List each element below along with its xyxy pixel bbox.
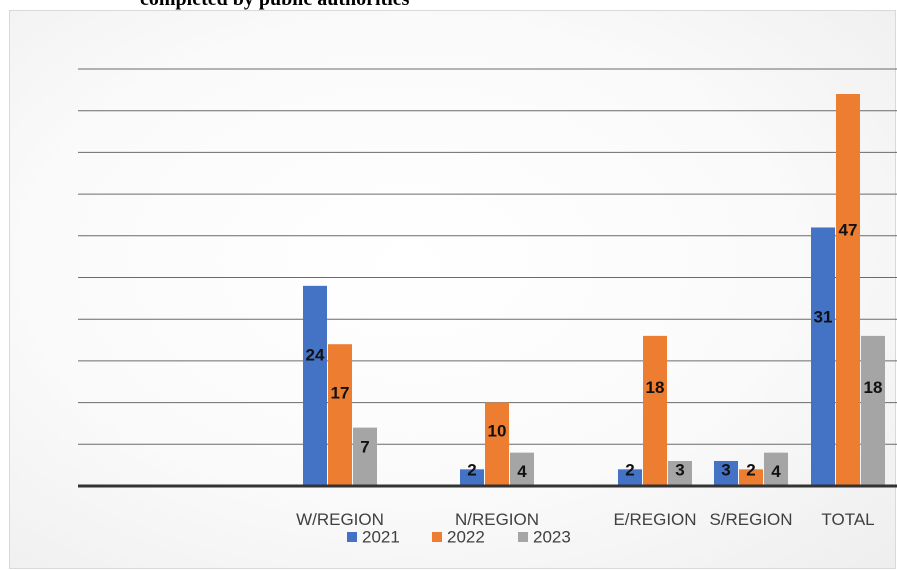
bar-2021-s-region bbox=[714, 460, 738, 486]
legend-swatch-2021 bbox=[347, 532, 357, 542]
legend-label: 2022 bbox=[447, 527, 485, 546]
data-label: 4 bbox=[517, 462, 527, 481]
data-label: 17 bbox=[331, 383, 350, 402]
data-label: 24 bbox=[306, 345, 325, 364]
data-label: 4 bbox=[771, 462, 781, 481]
bar-2023-e-region bbox=[668, 460, 692, 486]
data-label: 3 bbox=[675, 460, 684, 479]
bar-2022-e-region bbox=[643, 335, 667, 486]
data-label: 47 bbox=[839, 221, 858, 240]
data-label: 2 bbox=[746, 460, 755, 479]
bar-2021-w-region bbox=[303, 285, 327, 486]
bar-2022-total bbox=[836, 94, 860, 487]
bar-2021-total bbox=[811, 227, 835, 486]
page-title: completed by public authorities bbox=[140, 0, 409, 11]
bar-2023-s-region bbox=[764, 452, 788, 486]
x-tick-label: W/REGION bbox=[296, 510, 384, 529]
legend-swatch-2023 bbox=[518, 532, 528, 542]
x-tick-label: E/REGION bbox=[613, 510, 696, 529]
legend-swatch-2022 bbox=[432, 532, 442, 542]
data-label: 2 bbox=[467, 460, 476, 479]
x-tick-label: S/REGION bbox=[709, 510, 792, 529]
bar-2023-w-region bbox=[353, 427, 377, 486]
bar-2022-w-region bbox=[328, 344, 352, 486]
bar-2023-total bbox=[861, 335, 885, 486]
data-label: 2 bbox=[625, 460, 634, 479]
data-label: 18 bbox=[646, 378, 665, 397]
bar-2022-n-region bbox=[485, 402, 509, 486]
legend-label: 2021 bbox=[362, 527, 400, 546]
data-label: 3 bbox=[721, 460, 730, 479]
data-label: 7 bbox=[360, 438, 369, 457]
data-label: 31 bbox=[814, 307, 833, 326]
bar-2021-n-region bbox=[460, 469, 484, 486]
bar-2023-n-region bbox=[510, 452, 534, 486]
bar-2021-e-region bbox=[618, 469, 642, 486]
x-tick-label: N/REGION bbox=[455, 510, 539, 529]
data-label: 18 bbox=[864, 378, 883, 397]
legend-label: 2023 bbox=[533, 527, 571, 546]
bar-2022-s-region bbox=[739, 469, 763, 486]
x-tick-label: TOTAL bbox=[821, 510, 874, 529]
data-label: 10 bbox=[488, 421, 507, 440]
